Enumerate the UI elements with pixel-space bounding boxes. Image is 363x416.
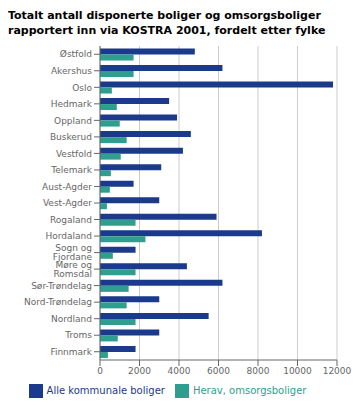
svg-text:12000: 12000 (323, 366, 352, 376)
svg-text:Oslo: Oslo (72, 83, 92, 93)
html-text:Sogn og: Sogn og (55, 243, 92, 254)
svg-text:Telemark: Telemark (50, 165, 93, 175)
html-text:Alle kommunale boliger: Alle kommunale boliger (46, 385, 165, 396)
svg-text:Buskerud: Buskerud (50, 132, 92, 142)
html-text:rapportert inn via KOSTRA 2001: rapportert inn via KOSTRA 2001, fordelt … (8, 24, 326, 37)
svg-text:Sør-Trøndelag: Sør-Trøndelag (31, 281, 92, 291)
svg-text:Nord-Trøndelag: Nord-Trøndelag (24, 297, 92, 307)
svg-text:Vest-Agder: Vest-Agder (43, 198, 92, 208)
svg-text:4000: 4000 (168, 366, 191, 376)
svg-text:Finnmark: Finnmark (50, 347, 92, 357)
svg-text:Østfold: Østfold (60, 49, 92, 59)
svg-text:Vestfold: Vestfold (56, 149, 92, 159)
svg-text:Oppland: Oppland (54, 116, 92, 126)
html-text:Herav, omsorgsboliger: Herav, omsorgsboliger (192, 385, 307, 396)
svg-text:Aust-Agder: Aust-Agder (42, 182, 92, 192)
svg-text:Akershus: Akershus (51, 66, 92, 76)
svg-text:2000: 2000 (128, 366, 151, 376)
svg-text:0: 0 (97, 366, 103, 376)
html-text:Fjordane: Fjordane (52, 252, 92, 263)
svg-text:10000: 10000 (283, 366, 312, 376)
svg-text:Hedmark: Hedmark (51, 99, 93, 109)
svg-text:8000: 8000 (247, 366, 270, 376)
svg-text:Nordland: Nordland (51, 314, 92, 324)
svg-text:Møre ogRomsdal: Møre ogRomsdal (53, 260, 92, 279)
html-text:Totalt antall disponerte bolig: Totalt antall disponerte boliger og omso… (8, 9, 321, 22)
svg-text:Rogaland: Rogaland (50, 215, 92, 225)
svg-text:Hordaland: Hordaland (46, 231, 92, 241)
svg-text:6000: 6000 (207, 366, 230, 376)
svg-text:Troms: Troms (64, 330, 92, 340)
